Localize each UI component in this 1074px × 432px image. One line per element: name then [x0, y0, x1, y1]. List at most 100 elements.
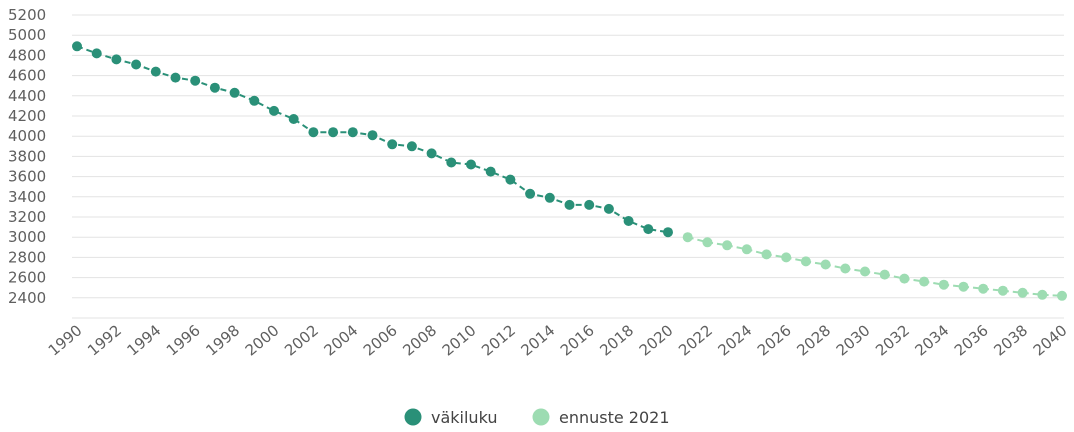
data-point — [91, 48, 102, 59]
x-tick-label: 2014 — [518, 321, 559, 359]
data-point — [229, 87, 240, 98]
x-tick-label: 2022 — [675, 321, 716, 359]
data-point — [663, 227, 673, 238]
data-point — [485, 166, 496, 177]
data-point — [249, 95, 260, 106]
legend-marker — [404, 408, 422, 426]
data-point — [761, 249, 772, 260]
x-tick-label: 2000 — [242, 321, 283, 359]
data-point — [919, 276, 930, 287]
data-point — [1017, 287, 1028, 298]
y-tick-label: 4000 — [8, 127, 46, 145]
data-point — [938, 279, 949, 290]
x-tick-label: 2034 — [912, 321, 953, 359]
y-tick-label: 4800 — [8, 46, 46, 64]
x-tick-label: 2026 — [754, 321, 795, 359]
y-tick-label: 4400 — [8, 87, 46, 105]
data-point — [170, 72, 181, 83]
data-point — [288, 114, 299, 124]
x-tick-label: 2032 — [872, 321, 913, 359]
y-tick-label: 4200 — [8, 107, 46, 125]
y-tick-label: 5000 — [8, 26, 46, 44]
y-tick-label: 5200 — [8, 6, 46, 24]
x-tick-label: 2010 — [439, 321, 480, 359]
x-tick-label: 2028 — [793, 321, 834, 359]
x-tick-label: 2012 — [478, 321, 519, 359]
data-point — [564, 199, 575, 210]
x-tick-label: 2004 — [321, 321, 362, 359]
legend-marker — [532, 408, 550, 426]
data-point — [308, 127, 319, 138]
data-point — [406, 141, 417, 152]
data-point — [722, 240, 733, 251]
data-point — [702, 237, 713, 248]
data-point — [190, 75, 201, 86]
data-point — [525, 188, 536, 199]
x-tick-label: 2002 — [281, 321, 322, 359]
data-point — [367, 130, 378, 141]
series-layer — [72, 41, 1067, 301]
data-point — [958, 281, 969, 292]
gridlines — [72, 14, 1064, 319]
legend-label: ennuste 2021 — [559, 408, 670, 427]
x-tick-label: 2040 — [1030, 321, 1071, 359]
data-point — [131, 59, 142, 70]
data-point — [505, 174, 516, 185]
x-tick-label: 2036 — [951, 321, 992, 359]
data-point — [150, 66, 161, 77]
y-tick-label: 2800 — [8, 248, 46, 266]
x-tick-label: 2016 — [557, 321, 598, 359]
data-point — [446, 157, 457, 168]
data-point — [269, 105, 279, 116]
x-tick-label: 2024 — [715, 321, 756, 359]
data-point — [72, 41, 82, 52]
y-tick-label: 3800 — [8, 147, 46, 165]
y-tick-label: 2600 — [8, 269, 46, 287]
legend-item: ennuste 2021 — [532, 408, 670, 427]
x-tick-label: 1990 — [45, 321, 86, 359]
data-point — [997, 285, 1008, 296]
y-tick-label: 3600 — [8, 168, 46, 186]
data-point — [623, 216, 634, 226]
data-point — [584, 199, 595, 210]
data-point — [820, 259, 831, 270]
data-point — [840, 263, 851, 274]
data-point — [643, 224, 654, 235]
data-point — [781, 252, 792, 263]
x-tick-label: 1994 — [124, 321, 165, 359]
x-tick-label: 1996 — [163, 321, 204, 359]
data-point — [800, 256, 811, 267]
data-point — [111, 54, 122, 65]
data-point — [682, 232, 693, 243]
y-axis-tick-labels: 2400 2600 2800 3000 3200 3400 3600 3800 4000 4200… — [8, 6, 46, 307]
data-point — [860, 266, 870, 277]
data-point — [466, 159, 476, 170]
legend-label: väkiluku — [431, 408, 497, 427]
series-vakiluku — [72, 41, 673, 238]
x-tick-label: 2008 — [399, 321, 440, 359]
y-tick-label: 4600 — [8, 67, 46, 85]
y-tick-label: 3200 — [8, 208, 46, 226]
x-axis-tick-labels: 1990199219941996199820002002200420062008… — [45, 321, 1071, 359]
data-point — [209, 82, 220, 93]
data-point — [347, 127, 358, 138]
data-point — [741, 244, 752, 255]
y-tick-label: 3000 — [8, 228, 46, 246]
data-point — [426, 148, 437, 159]
x-tick-label: 2038 — [990, 321, 1031, 359]
x-tick-label: 2020 — [636, 321, 677, 359]
legend-item: väkiluku — [404, 408, 497, 427]
data-point — [603, 203, 614, 214]
data-point — [1057, 290, 1067, 301]
series-ennuste-2021 — [682, 232, 1067, 301]
y-tick-label: 3400 — [8, 188, 46, 206]
x-tick-label: 2030 — [833, 321, 874, 359]
x-tick-label: 1998 — [202, 321, 243, 359]
x-tick-label: 2018 — [596, 321, 637, 359]
data-point — [328, 127, 339, 138]
data-point — [1037, 289, 1048, 300]
legend: väkiluku ennuste 2021 — [404, 408, 670, 427]
data-point — [978, 283, 989, 294]
data-point — [544, 192, 555, 203]
